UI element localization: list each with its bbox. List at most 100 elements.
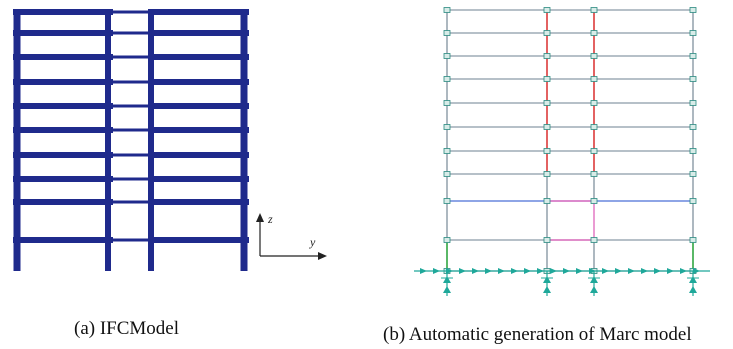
marc-node-4-2 <box>543 76 551 82</box>
marc-support-arrow-a-4 <box>689 276 697 283</box>
ifc-beam-left-9 <box>13 199 113 205</box>
ifc-model-frame <box>13 9 249 271</box>
marc-ground-arrow <box>472 268 479 274</box>
ifc-beam-right-9 <box>150 199 249 205</box>
marc-ground-arrow <box>667 268 674 274</box>
marc-node-10-4 <box>689 237 697 243</box>
ifc-beam-mid-3 <box>108 55 153 59</box>
ifc-beam-right-6 <box>150 127 249 133</box>
marc-support-arrow-a-1 <box>443 276 451 283</box>
ifc-beam-left-4 <box>13 79 113 85</box>
marc-node-3-4 <box>689 53 697 59</box>
marc-ground-arrow <box>654 268 661 274</box>
ifc-beam-mid-10 <box>108 238 153 242</box>
ifc-column-3 <box>148 9 154 271</box>
marc-node-8-2 <box>543 171 551 177</box>
marc-ground-arrow <box>693 268 700 274</box>
marc-ground-arrow <box>537 268 544 274</box>
marc-node-3-3 <box>590 53 598 59</box>
ifc-beam-right-4 <box>150 79 249 85</box>
marc-ground-arrow <box>615 268 622 274</box>
marc-node-8-4 <box>689 171 697 177</box>
marc-node-5-3 <box>590 100 598 106</box>
marc-node-5-4 <box>689 100 697 106</box>
marc-ground-arrow <box>589 268 596 274</box>
ifc-column-4 <box>240 9 248 271</box>
marc-node-10-3 <box>590 237 598 243</box>
marc-node-2-3 <box>590 30 598 36</box>
marc-node-4-1 <box>443 76 451 82</box>
ifc-beam-mid-8 <box>108 177 153 181</box>
marc-ground-arrow <box>680 268 687 274</box>
marc-ground-arrow <box>524 268 531 274</box>
marc-node-7-4 <box>689 148 697 154</box>
marc-node-7-1 <box>443 148 451 154</box>
marc-ground-arrow <box>511 268 518 274</box>
marc-node-2-4 <box>689 30 697 36</box>
caption-marc-model: (b) Automatic generation of Marc model <box>383 324 692 345</box>
marc-node-8-3 <box>590 171 598 177</box>
marc-node-1-3 <box>590 7 598 13</box>
z-axis-label: z <box>267 212 273 226</box>
ifc-beam-right-7 <box>150 152 249 158</box>
ifc-beam-mid-4 <box>108 80 153 84</box>
ifc-beam-left-1 <box>13 9 113 15</box>
marc-support-arrow-a-3 <box>590 276 598 283</box>
ifc-beam-left-3 <box>13 54 113 60</box>
ifc-beam-mid-7 <box>108 153 153 157</box>
ifc-beam-left-8 <box>13 176 113 182</box>
marc-node-2-2 <box>543 30 551 36</box>
marc-ground-arrow <box>602 268 609 274</box>
marc-node-6-3 <box>590 124 598 130</box>
ifc-beam-right-10 <box>150 237 249 243</box>
ifc-beam-right-5 <box>150 103 249 109</box>
marc-node-6-4 <box>689 124 697 130</box>
marc-ground-arrow <box>550 268 557 274</box>
marc-node-7-3 <box>590 148 598 154</box>
ifc-column-2 <box>105 9 111 271</box>
ifc-beam-mid-1 <box>108 10 153 14</box>
marc-support-arrow-b-1 <box>443 286 451 293</box>
marc-ground-arrow <box>563 268 570 274</box>
ifc-beam-left-6 <box>13 127 113 133</box>
marc-node-1-2 <box>543 7 551 13</box>
marc-node-9-3 <box>590 198 598 204</box>
ifc-beam-left-2 <box>13 30 113 36</box>
ifc-beam-left-10 <box>13 237 113 243</box>
marc-node-8-1 <box>443 171 451 177</box>
marc-node-7-2 <box>543 148 551 154</box>
ifc-beam-mid-5 <box>108 104 153 108</box>
marc-node-3-1 <box>443 53 451 59</box>
y-axis-label: y <box>309 235 316 249</box>
marc-model-frame <box>414 7 710 296</box>
marc-support-arrow-b-3 <box>590 286 598 293</box>
marc-node-1-1 <box>443 7 451 13</box>
marc-ground-arrow <box>498 268 505 274</box>
marc-support-arrow-b-2 <box>543 286 551 293</box>
marc-node-1-4 <box>689 7 697 13</box>
marc-support-arrow-b-4 <box>689 286 697 293</box>
marc-ground-arrow <box>485 268 492 274</box>
ifc-beam-mid-9 <box>108 200 153 204</box>
ifc-beam-mid-2 <box>108 31 153 35</box>
axis-indicator: z y <box>256 212 327 260</box>
caption-ifc-model: (a) IFCModel <box>74 318 180 339</box>
marc-node-10-1 <box>443 237 451 243</box>
ifc-beam-right-2 <box>150 30 249 36</box>
ifc-beam-right-1 <box>150 9 249 15</box>
marc-node-6-2 <box>543 124 551 130</box>
ifc-beam-mid-6 <box>108 128 153 132</box>
marc-node-9-1 <box>443 198 451 204</box>
marc-ground-arrow <box>576 268 583 274</box>
marc-node-6-1 <box>443 124 451 130</box>
marc-ground-arrow <box>446 268 453 274</box>
ifc-beam-right-8 <box>150 176 249 182</box>
ifc-beam-right-3 <box>150 54 249 60</box>
marc-ground-arrow <box>628 268 635 274</box>
marc-ground-arrow <box>420 268 427 274</box>
marc-node-5-2 <box>543 100 551 106</box>
marc-node-4-3 <box>590 76 598 82</box>
ifc-column-1 <box>13 9 21 271</box>
marc-ground-arrow <box>433 268 440 274</box>
